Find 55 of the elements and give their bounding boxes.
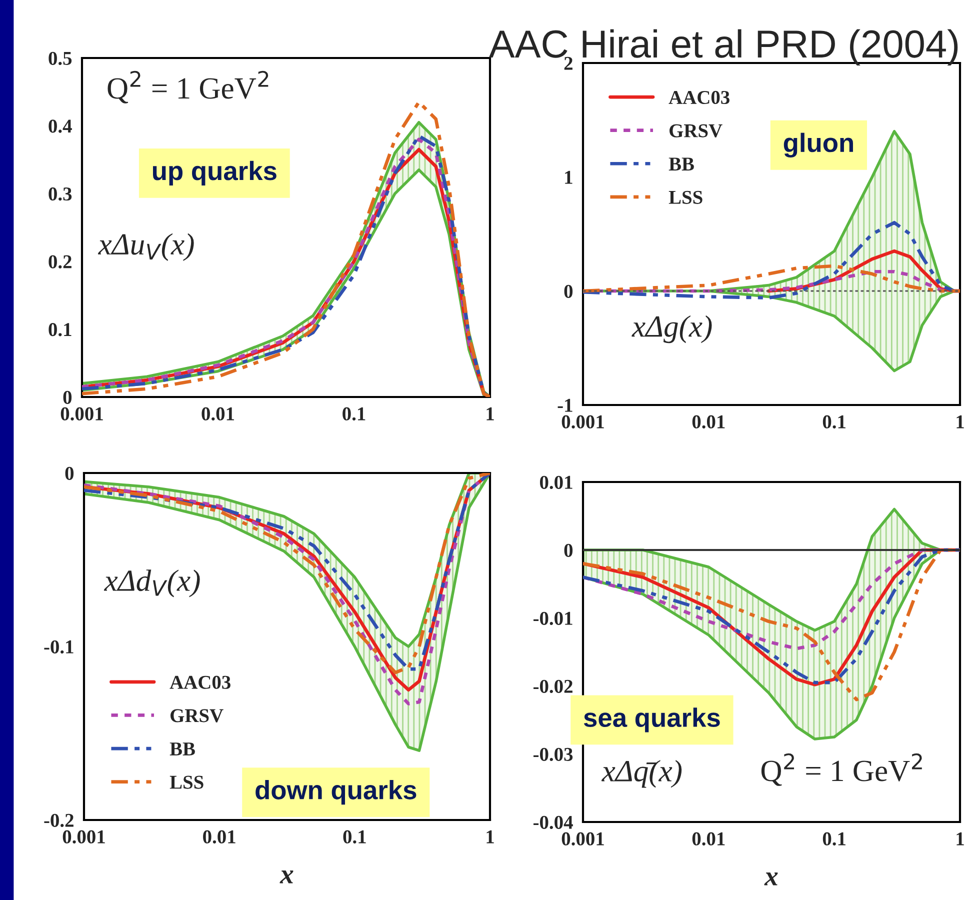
legend-label: BB (170, 742, 195, 756)
annotation: down quarks (256, 780, 416, 805)
annotation: xΔq̄(x) (601, 760, 682, 788)
x-tick-label: 0.1 (343, 830, 366, 844)
annotation: gluon (784, 132, 853, 158)
y-tick-label: 0.4 (48, 120, 72, 133)
x-tick-label: 0.01 (203, 830, 236, 844)
annotation: Q$^{2}$ = 1 GeV$^{2}$ (108, 70, 268, 104)
x-tick-label: 0.1 (342, 407, 366, 420)
legend-label: LSS (170, 776, 204, 789)
annotation: sea quarks (584, 708, 720, 732)
x-tick-label: 1 (956, 415, 964, 428)
y-tick-label: 0 (63, 390, 72, 404)
y-tick-label: 0.2 (48, 255, 72, 268)
annotation: Q$^{2}$ = 1 GeV$^{2}$ (761, 753, 922, 786)
y-tick-label: 0 (564, 544, 573, 557)
y-tick-label: 2 (564, 56, 572, 70)
y-tick-label: -0.04 (533, 816, 573, 830)
y-tick-label: -0.02 (533, 680, 572, 694)
y-tick-label: 0.5 (48, 52, 72, 66)
x-tick-label: 0.001 (60, 407, 103, 420)
y-tick-label: -0.2 (44, 814, 74, 828)
x-tick-label: 0.01 (202, 407, 234, 420)
annotation: xΔu$_{V}$(x) (98, 233, 194, 261)
annotation: xΔd$_{V}$(x) (104, 570, 200, 598)
y-tick-label: -0.1 (44, 640, 74, 654)
annotation: xΔg(x) (632, 315, 712, 344)
legend-label: GRSV (670, 124, 722, 138)
legend-label: AAC03 (668, 90, 730, 104)
x-tick-label: 0.001 (562, 832, 604, 846)
legend-label: GRSV (170, 709, 224, 722)
legend-label: BB (668, 158, 694, 171)
x-tick-label: 0.1 (822, 415, 846, 428)
y-tick-label: -0.03 (533, 748, 573, 762)
y-tick-label: -0.01 (533, 612, 572, 626)
x-tick-label: 1 (486, 407, 494, 420)
y-tick-label: 0.3 (48, 187, 72, 201)
x-tick-label: 0.001 (562, 415, 604, 428)
x-axis-title: x (764, 872, 778, 886)
x-tick-label: 0.01 (692, 832, 725, 846)
y-tick-label: 1 (565, 170, 572, 184)
y-tick-label: 0 (564, 284, 573, 298)
x-tick-label: 0.01 (692, 415, 725, 428)
x-tick-label: 1 (486, 830, 494, 844)
x-axis-title: x (280, 870, 294, 884)
annotation: up quarks (152, 160, 276, 186)
x-tick-label: 0.1 (822, 832, 846, 846)
legend-label: AAC03 (170, 676, 230, 689)
y-tick-label: 0.01 (540, 476, 572, 490)
x-tick-label: 1 (956, 832, 964, 846)
y-tick-label: 0 (65, 466, 74, 480)
y-tick-label: 0.1 (48, 323, 72, 336)
legend-label: LSS (668, 190, 702, 204)
y-tick-label: -1 (558, 398, 572, 412)
x-tick-label: 0.001 (62, 830, 105, 844)
